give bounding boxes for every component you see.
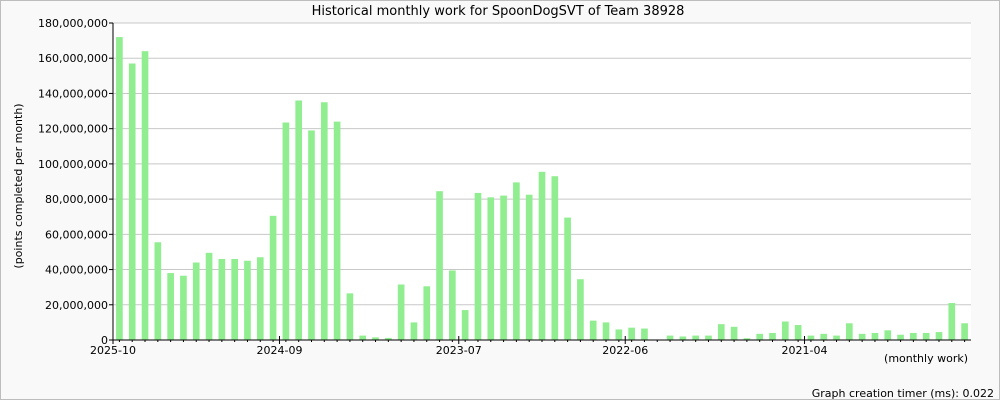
y-axis-label: (points completed per month) bbox=[12, 103, 25, 268]
x-tick-label: 2025-10 bbox=[90, 344, 136, 357]
bar bbox=[359, 335, 367, 340]
bar bbox=[167, 273, 174, 340]
bar bbox=[436, 191, 443, 340]
bar bbox=[948, 303, 956, 340]
y-tick-label: 60,000,000 bbox=[45, 228, 108, 241]
bar bbox=[449, 270, 456, 340]
bar bbox=[244, 260, 251, 340]
bar bbox=[333, 121, 341, 341]
y-tick-label: 140,000,000 bbox=[38, 87, 108, 100]
bar bbox=[141, 51, 149, 341]
x-tick-label: 2022-06 bbox=[602, 344, 648, 357]
bar bbox=[474, 192, 482, 340]
bar bbox=[692, 335, 699, 340]
bar bbox=[781, 321, 789, 340]
chart-title: Historical monthly work for SpoonDogSVT … bbox=[312, 4, 685, 19]
bars bbox=[116, 37, 968, 341]
bar bbox=[372, 337, 379, 340]
bar bbox=[871, 332, 879, 340]
bar bbox=[282, 122, 290, 340]
y-tick-labels: 0 20,000,000 40,000,000 60,000,000 80,000,00… bbox=[38, 17, 108, 347]
bar bbox=[116, 37, 123, 341]
bar bbox=[794, 325, 802, 340]
bar bbox=[487, 197, 495, 340]
bar bbox=[551, 176, 559, 340]
bar bbox=[884, 330, 892, 340]
bar bbox=[577, 279, 584, 340]
bar bbox=[218, 258, 226, 340]
x-axis-label: (monthly work) bbox=[884, 352, 968, 365]
x-tick-label: 2021-04 bbox=[782, 344, 828, 357]
bar bbox=[180, 275, 187, 340]
y-tick-label: 120,000,000 bbox=[38, 123, 108, 136]
bar bbox=[717, 324, 725, 340]
bar bbox=[423, 286, 431, 340]
bar bbox=[846, 323, 853, 340]
y-tick-label: 40,000,000 bbox=[45, 264, 108, 277]
y-tick-label: 160,000,000 bbox=[38, 52, 108, 65]
bar bbox=[295, 100, 303, 341]
bar bbox=[756, 333, 764, 340]
bar bbox=[256, 257, 264, 340]
bar bbox=[910, 332, 917, 340]
y-tick-label: 20,000,000 bbox=[45, 299, 108, 312]
x-tick-labels: 2025-10 2024-09 2023-07 2022-06 2021-04 bbox=[90, 344, 827, 357]
bar bbox=[320, 102, 328, 340]
bar bbox=[154, 242, 162, 340]
y-tick-label: 100,000,000 bbox=[38, 158, 108, 171]
bar bbox=[833, 335, 840, 340]
bar bbox=[525, 194, 533, 340]
bar bbox=[397, 284, 405, 340]
bar bbox=[385, 337, 392, 340]
bar bbox=[500, 195, 507, 340]
bar bbox=[205, 252, 213, 340]
y-tick-label: 0 bbox=[101, 334, 108, 347]
bar bbox=[858, 333, 866, 340]
bar bbox=[679, 336, 687, 340]
bar bbox=[641, 328, 648, 340]
axes bbox=[109, 22, 971, 344]
bar bbox=[461, 310, 469, 340]
bar bbox=[743, 338, 751, 340]
bar bbox=[538, 171, 546, 340]
bar bbox=[922, 332, 930, 340]
bar bbox=[935, 332, 943, 340]
bar bbox=[231, 258, 238, 340]
bar bbox=[308, 130, 315, 340]
bar bbox=[615, 329, 623, 340]
bar bbox=[410, 322, 418, 340]
bar bbox=[897, 334, 904, 340]
bar bbox=[128, 63, 136, 340]
bar bbox=[705, 335, 712, 340]
bar bbox=[564, 217, 571, 340]
bar bbox=[269, 215, 277, 340]
bar bbox=[628, 327, 635, 340]
y-tick-label: 180,000,000 bbox=[38, 17, 108, 30]
bar bbox=[602, 322, 610, 340]
bar bbox=[961, 323, 968, 340]
bar bbox=[513, 182, 520, 340]
bar bbox=[820, 333, 828, 340]
footer-timer: Graph creation timer (ms): 0.022 bbox=[812, 387, 994, 400]
y-tick-label: 80,000,000 bbox=[45, 193, 108, 206]
bar bbox=[730, 326, 738, 340]
bar bbox=[346, 293, 354, 340]
bar bbox=[589, 320, 597, 340]
bar bbox=[769, 332, 776, 340]
bar bbox=[192, 262, 200, 340]
x-tick-label: 2023-07 bbox=[436, 344, 482, 357]
x-tick-label: 2024-09 bbox=[256, 344, 302, 357]
bar bbox=[666, 335, 674, 340]
bar bbox=[807, 335, 815, 340]
